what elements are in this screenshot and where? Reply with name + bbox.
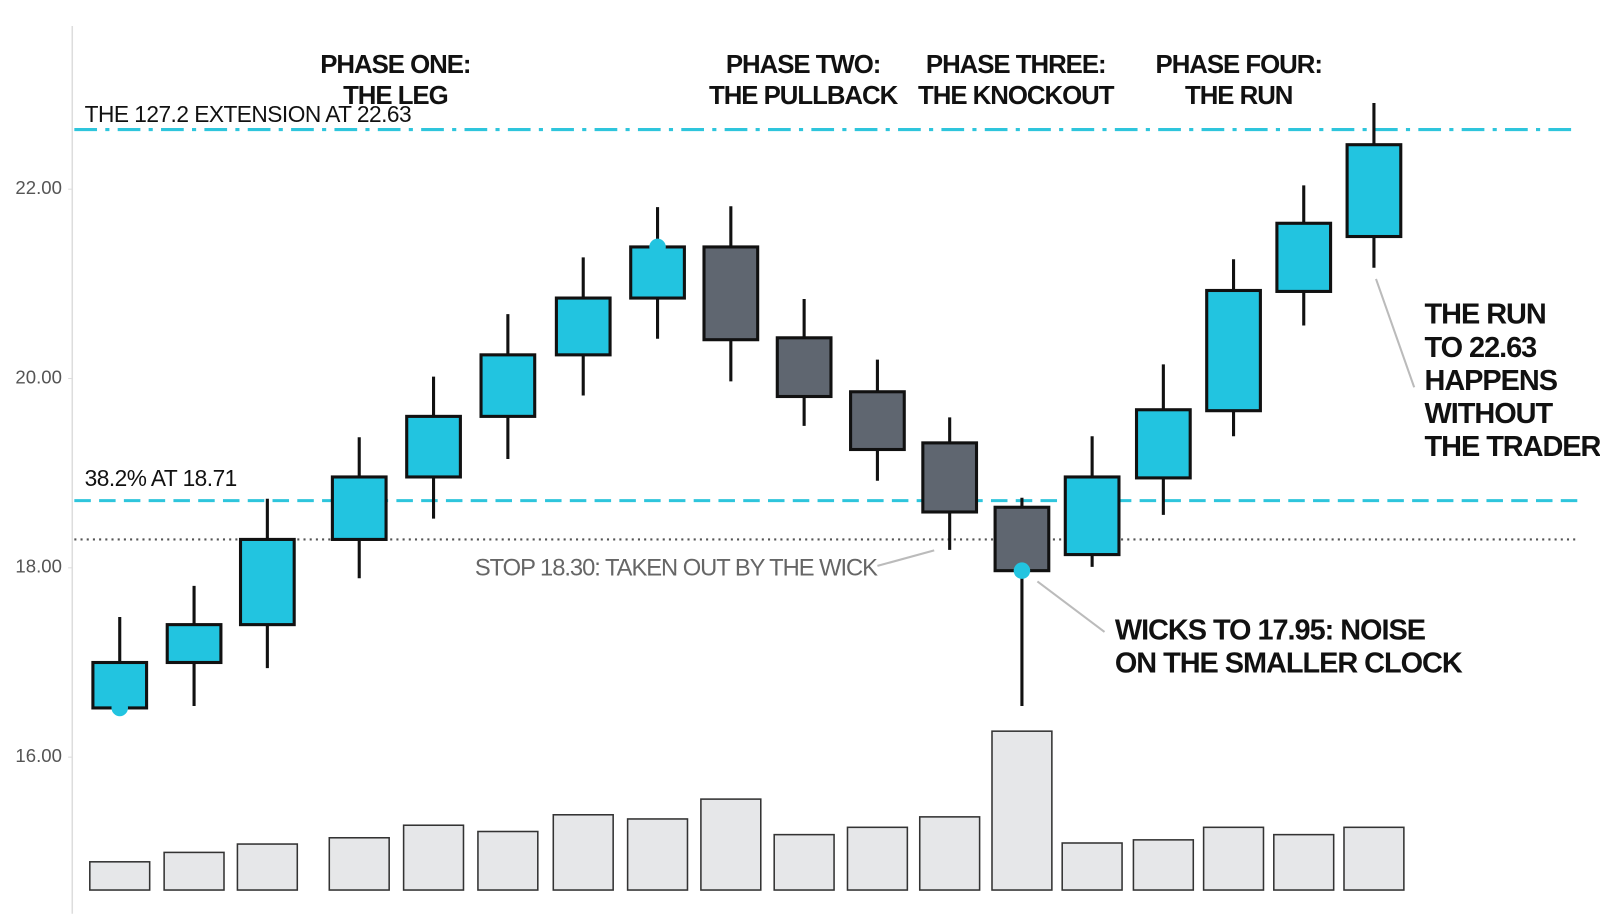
candle-body — [629, 245, 686, 300]
reference-label: 38.2% AT 18.71 — [85, 465, 237, 491]
candle-body — [702, 245, 760, 342]
volume-bar — [1273, 833, 1335, 891]
candle-body — [165, 623, 223, 665]
reference-label: THE 127.2 EXTENSION AT 22.63 — [85, 101, 411, 127]
candle-body — [993, 505, 1051, 573]
y-tick-label: 16.00 — [15, 745, 61, 766]
phase-label: PHASE FOUR: — [1156, 51, 1322, 79]
volume-bar — [89, 861, 151, 891]
volume-bar — [626, 818, 689, 891]
volume-bar — [1132, 839, 1195, 891]
volume-bar — [163, 851, 225, 891]
phase-label: PHASE THREE: — [926, 51, 1106, 79]
candle-body — [330, 475, 388, 541]
candle-body — [1134, 408, 1192, 480]
candle-body — [1063, 475, 1121, 557]
volume-bar — [918, 816, 981, 891]
phase-label: THE LEG — [343, 82, 448, 110]
candle-body — [849, 390, 906, 452]
highlight-dot — [111, 699, 128, 717]
volume-bar — [1061, 842, 1123, 891]
callout-text: WICKS TO 17.95: NOISE — [1115, 615, 1426, 647]
callout-text: TO 22.63 — [1425, 332, 1538, 364]
volume-bar — [700, 798, 762, 891]
phase-label: PHASE ONE: — [320, 51, 470, 79]
leader-line — [1036, 580, 1106, 633]
candle-body — [554, 296, 612, 357]
candle-body — [775, 336, 833, 399]
volume-bar — [773, 833, 835, 891]
callout-text: ON THE SMALLER CLOCK — [1115, 648, 1463, 680]
candle-body — [1345, 143, 1403, 239]
leader-line — [1375, 278, 1416, 388]
callout-text: STOP 18.30: TAKEN OUT BY THE WICK — [475, 555, 878, 581]
volume-bar — [328, 837, 390, 891]
volume-bar — [1343, 826, 1405, 891]
candle-body — [405, 414, 462, 479]
volume-bar — [236, 843, 299, 891]
volume-bar — [552, 814, 614, 891]
callout-text: WITHOUT — [1425, 398, 1554, 430]
y-tick-label: 20.00 — [15, 366, 61, 387]
callout-text: THE TRADER — [1425, 431, 1600, 463]
candle-body — [479, 353, 537, 418]
y-tick-label: 18.00 — [15, 556, 61, 577]
phase-label: PHASE TWO: — [726, 51, 881, 79]
candle-body — [921, 441, 979, 514]
candle-body — [238, 537, 296, 627]
callout-text: THE RUN — [1425, 299, 1546, 331]
leader-line — [877, 549, 935, 567]
callout-text: HAPPENS — [1425, 365, 1558, 397]
volume-bar — [991, 730, 1053, 891]
highlight-dot — [1013, 562, 1031, 579]
highlight-dot — [649, 238, 666, 256]
volume-bar — [846, 826, 909, 891]
y-tick-label: 22.00 — [15, 177, 61, 198]
volume-bar — [1202, 826, 1265, 891]
phase-label: THE PULLBACK — [709, 82, 899, 110]
phase-label: THE RUN — [1185, 82, 1292, 110]
candle-body — [1275, 221, 1333, 293]
volume-bar — [402, 824, 465, 891]
volume-bar — [477, 830, 539, 891]
phase-label: THE KNOCKOUT — [918, 82, 1115, 110]
candle-body — [1205, 288, 1262, 413]
